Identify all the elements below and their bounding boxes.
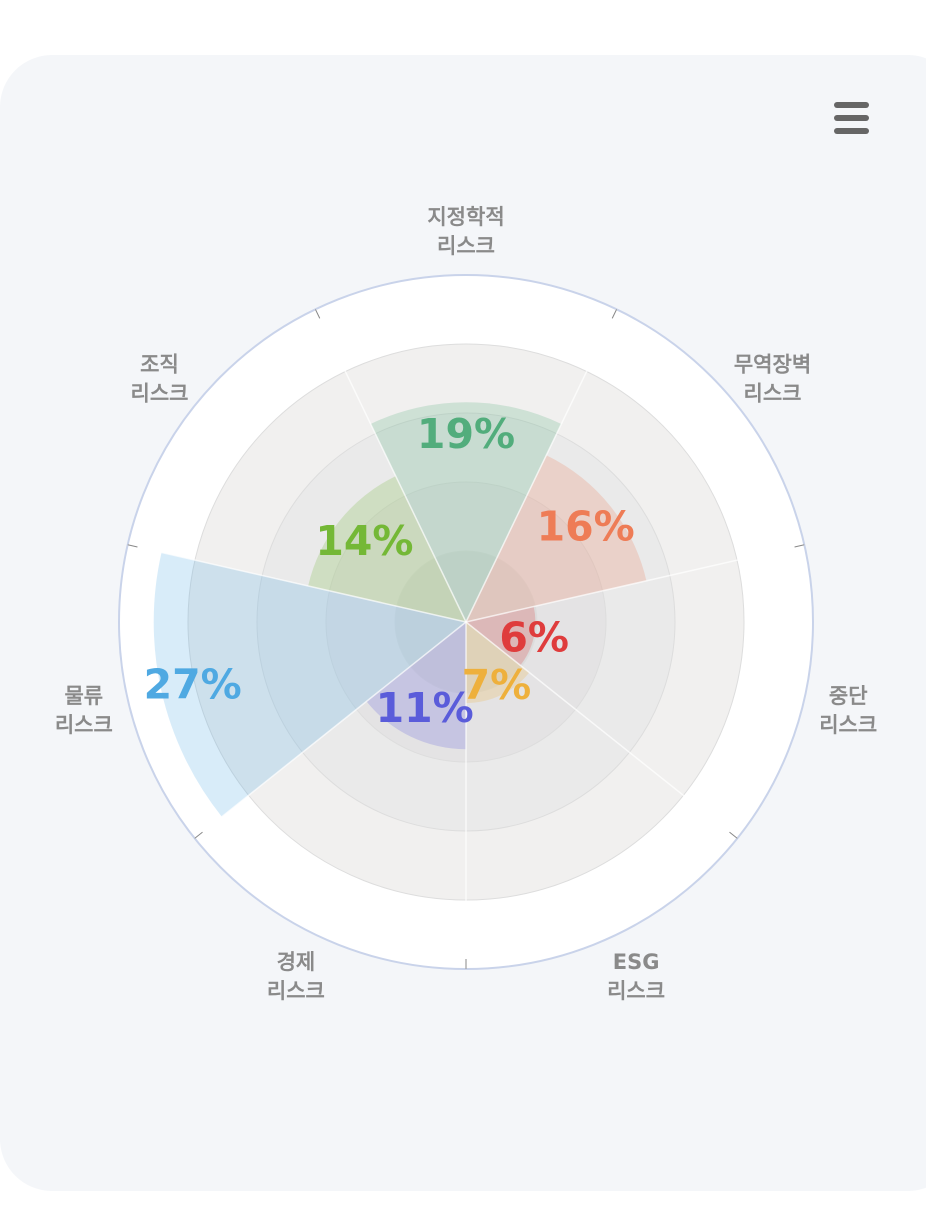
- category-sub: 리스크: [744, 382, 802, 406]
- value-label: 11%: [376, 684, 474, 732]
- radial-tick: [611, 309, 618, 319]
- radial-tick: [314, 309, 321, 319]
- wedge-4[interactable]: [366, 622, 466, 750]
- category-name: 경제: [277, 950, 316, 974]
- radial-tick: [194, 831, 203, 839]
- value-label: 19%: [417, 410, 515, 458]
- category-label: ESG 리스크: [607, 950, 665, 1003]
- wedge-1[interactable]: [466, 455, 647, 622]
- radial-line: [465, 544, 805, 623]
- radial-line: [465, 621, 738, 839]
- wedge-0[interactable]: [370, 402, 562, 622]
- radial-tick: [127, 544, 138, 548]
- category-name: 중단: [829, 684, 868, 708]
- category-sub: 리스크: [131, 382, 189, 406]
- value-label: 14%: [315, 517, 413, 565]
- wedge-3[interactable]: [466, 622, 530, 703]
- value-label: 6%: [499, 614, 569, 662]
- wedge-5[interactable]: [153, 552, 466, 817]
- hamburger-menu-icon[interactable]: [832, 100, 872, 136]
- radial-tick: [729, 831, 738, 839]
- category-sub: 리스크: [819, 713, 877, 737]
- radial-line: [314, 309, 467, 623]
- category-name: 물류: [64, 684, 103, 708]
- value-label: 7%: [462, 661, 532, 709]
- category-name: ESG: [613, 950, 660, 974]
- radial-line: [465, 309, 618, 623]
- category-sub: 리스크: [437, 234, 495, 258]
- category-name: 무역장벽: [734, 353, 811, 377]
- category-name: 조직: [140, 353, 179, 377]
- wedge-2[interactable]: [466, 606, 536, 666]
- value-label: 27%: [144, 660, 242, 708]
- radial-line: [127, 544, 467, 623]
- value-label: 16%: [537, 503, 635, 551]
- category-sub: 리스크: [267, 979, 325, 1003]
- category-name: 지정학적: [427, 205, 504, 229]
- radial-line: [194, 621, 467, 839]
- category-sub: 리스크: [607, 979, 665, 1003]
- radial-tick: [794, 544, 805, 548]
- wedge-6[interactable]: [308, 476, 466, 622]
- category-sub: 리스크: [55, 713, 113, 737]
